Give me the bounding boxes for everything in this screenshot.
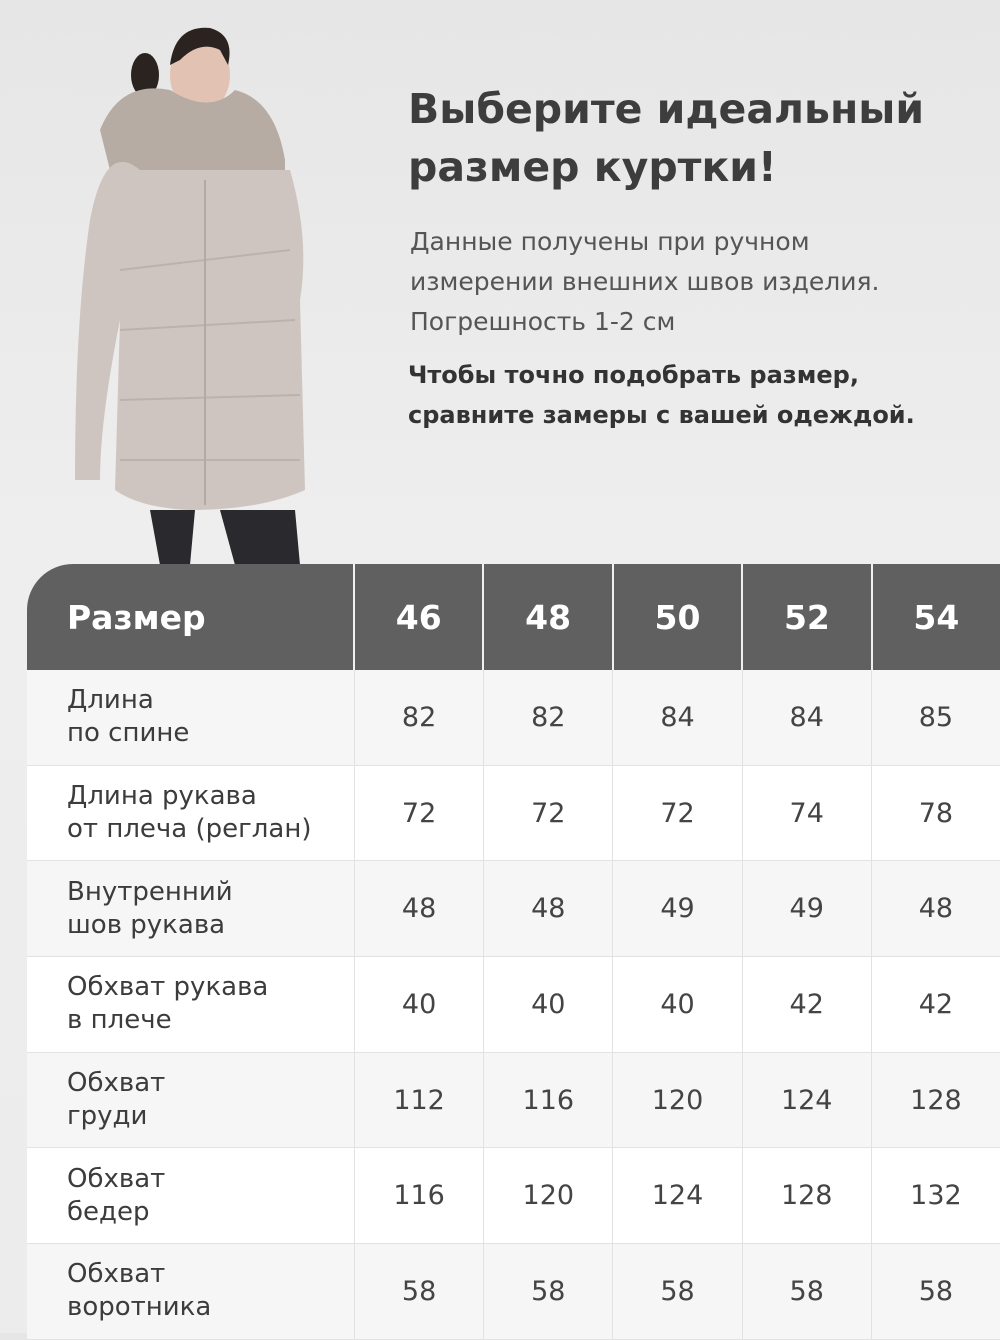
row-label-cell: Внутренний шов рукава xyxy=(27,861,355,957)
header-cell: 46 xyxy=(355,564,485,670)
table-header: Размер 46 48 50 52 54 xyxy=(27,564,1000,670)
table-row: Обхват груди 112 116 120 124 128 xyxy=(27,1052,1000,1149)
row-label: Длина рукава от плеча (реглан) xyxy=(67,781,312,845)
row-label-cell: Обхват груди xyxy=(27,1052,355,1148)
value-cell: 48 xyxy=(918,893,954,925)
value-cell: 58 xyxy=(484,1244,614,1339)
value-cell: 42 xyxy=(743,957,872,1052)
row-label-cell: Обхват рукава в плече xyxy=(27,957,355,1052)
value-cell: 128 xyxy=(743,1148,872,1244)
value-cell: 78 xyxy=(918,797,954,829)
row-label-cell: Длина рукава от плеча (реглан) xyxy=(27,765,355,861)
row-label: Обхват бедер xyxy=(67,1163,166,1227)
value-cell: 49 xyxy=(613,861,743,957)
description-line: измерении внешних швов изделия. xyxy=(410,267,880,296)
value-cell: 74 xyxy=(743,765,872,861)
row-label-cell: Обхват воротника xyxy=(27,1244,355,1339)
row-label-cell: Длина по спине xyxy=(27,670,355,765)
value-cell: 40 xyxy=(355,957,485,1052)
row-label: Длина по спине xyxy=(67,685,190,749)
header-cell: 52 xyxy=(743,564,873,670)
table-row: Длина рукава от плеча (реглан) 72 72 72 74 78 xyxy=(27,765,1000,862)
header-cell: Размер xyxy=(27,564,355,670)
value-cell: 82 xyxy=(355,670,485,765)
measurement-description: Данные получены при ручном измерении вне… xyxy=(410,222,880,342)
value-cell: 124 xyxy=(743,1052,872,1148)
value-cell: 48 xyxy=(484,861,614,957)
value-cell: 58 xyxy=(918,1275,954,1307)
table-row: Внутренний шов рукава 48 48 49 49 48 xyxy=(27,861,1000,958)
table-row: Обхват бедер 116 120 124 128 132 xyxy=(27,1148,1000,1245)
title-line: Выберите идеальный xyxy=(408,85,925,133)
fit-advice: Чтобы точно подобрать размер, сравните з… xyxy=(408,355,915,435)
value-cell: 120 xyxy=(613,1052,743,1148)
description-line: Данные получены при ручном xyxy=(410,227,810,256)
note-line: Чтобы точно подобрать размер, xyxy=(408,361,859,389)
value-cell: 49 xyxy=(743,861,872,957)
value-cell: 40 xyxy=(484,957,614,1052)
note-line: сравните замеры с вашей одеждой. xyxy=(408,401,915,429)
value-cell: 116 xyxy=(484,1052,614,1148)
model-photo xyxy=(75,27,305,565)
title-line: размер куртки! xyxy=(408,143,777,191)
page-title: Выберите идеальный размер куртки! xyxy=(408,80,924,196)
value-cell: 82 xyxy=(484,670,614,765)
value-cell: 84 xyxy=(743,670,872,765)
value-cell: 72 xyxy=(484,765,614,861)
value-cell: 128 xyxy=(910,1084,962,1116)
value-cell: 112 xyxy=(355,1052,485,1148)
table-body: Длина по спине 82 82 84 84 85 Длина рукава от … xyxy=(27,670,1000,1340)
value-cell: 84 xyxy=(613,670,743,765)
value-cell: 58 xyxy=(355,1244,485,1339)
row-label: Обхват груди xyxy=(67,1068,166,1132)
value-cell: 120 xyxy=(484,1148,614,1244)
row-label-cell: Обхват бедер xyxy=(27,1148,355,1244)
row-label: Внутренний шов рукава xyxy=(67,876,233,940)
value-cell: 85 xyxy=(918,701,954,733)
value-cell: 58 xyxy=(743,1244,872,1339)
header-cell: 54 xyxy=(913,597,960,637)
value-cell: 58 xyxy=(613,1244,743,1339)
value-cell: 132 xyxy=(910,1180,962,1212)
row-label: Обхват воротника xyxy=(67,1259,212,1323)
header-cell: 48 xyxy=(484,564,614,670)
description-line: Погрешность 1-2 см xyxy=(410,307,676,336)
table-row: Длина по спине 82 82 84 84 85 xyxy=(27,670,1000,766)
value-cell: 42 xyxy=(918,988,954,1020)
size-chart-table: Размер 46 48 50 52 54 Длина по спине 82 82… xyxy=(27,564,1000,1340)
value-cell: 72 xyxy=(355,765,485,861)
value-cell: 40 xyxy=(613,957,743,1052)
value-cell: 72 xyxy=(613,765,743,861)
row-label: Обхват рукава в плече xyxy=(67,972,269,1036)
value-cell: 116 xyxy=(355,1148,485,1244)
table-row: Обхват рукава в плече 40 40 40 42 42 xyxy=(27,957,1000,1053)
table-row: Обхват воротника 58 58 58 58 58 xyxy=(27,1244,1000,1340)
value-cell: 124 xyxy=(613,1148,743,1244)
header-cell: 50 xyxy=(614,564,744,670)
value-cell: 48 xyxy=(355,861,485,957)
